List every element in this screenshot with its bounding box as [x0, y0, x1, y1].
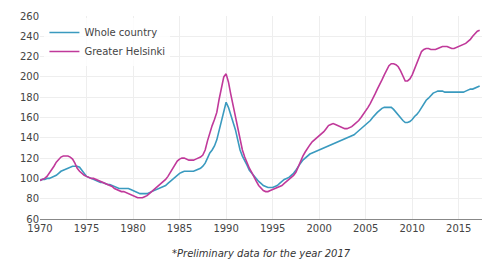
svg-text:220: 220: [20, 51, 39, 62]
svg-text:1985: 1985: [167, 223, 192, 234]
svg-text:2010: 2010: [399, 223, 424, 234]
svg-text:160: 160: [20, 112, 39, 123]
svg-text:260: 260: [20, 11, 39, 22]
svg-text:1970: 1970: [27, 223, 52, 234]
svg-text:2000: 2000: [306, 223, 331, 234]
svg-text:Whole country: Whole country: [84, 27, 157, 38]
svg-text:60: 60: [26, 214, 39, 225]
svg-text:2015: 2015: [446, 223, 471, 234]
svg-text:2005: 2005: [353, 223, 378, 234]
svg-text:Greater Helsinki: Greater Helsinki: [84, 46, 165, 57]
svg-text:1995: 1995: [260, 223, 285, 234]
svg-text:100: 100: [20, 173, 39, 184]
svg-text:240: 240: [20, 31, 39, 42]
svg-text:140: 140: [20, 132, 39, 143]
svg-text:1990: 1990: [213, 223, 238, 234]
svg-text:80: 80: [26, 193, 39, 204]
svg-text:120: 120: [20, 153, 39, 164]
svg-text:1980: 1980: [120, 223, 145, 234]
svg-text:200: 200: [20, 71, 39, 82]
svg-text:*Preliminary data for the year: *Preliminary data for the year 2017: [172, 248, 351, 259]
svg-text:180: 180: [20, 92, 39, 103]
svg-text:1975: 1975: [74, 223, 99, 234]
